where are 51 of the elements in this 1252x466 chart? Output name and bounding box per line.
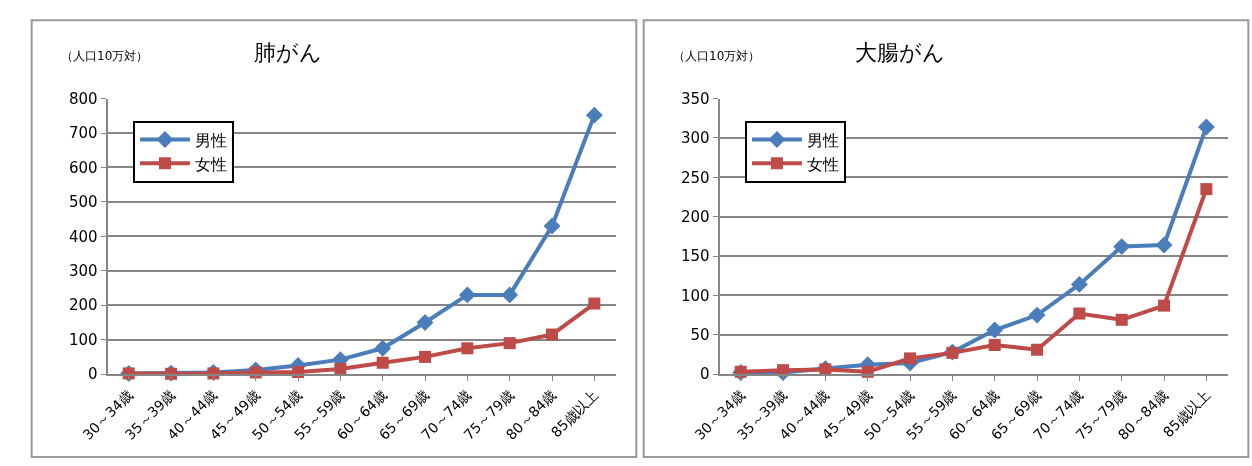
- point: [374, 339, 392, 357]
- point: [376, 356, 389, 369]
- point: [1158, 299, 1171, 312]
- point: [543, 217, 561, 235]
- y-tick-label: 150: [680, 247, 710, 266]
- point: [1028, 306, 1046, 324]
- point: [1073, 307, 1086, 320]
- point: [1113, 238, 1131, 256]
- y-tick-label: 600: [68, 158, 98, 177]
- y-tick-label: 500: [68, 193, 98, 212]
- point: [986, 321, 1004, 339]
- point: [503, 337, 516, 350]
- point: [501, 286, 519, 304]
- point: [904, 352, 917, 365]
- point: [1197, 118, 1215, 136]
- y-tick-label: 0: [700, 365, 710, 384]
- point: [1200, 183, 1213, 196]
- point: [1070, 275, 1088, 293]
- point: [585, 106, 603, 124]
- y-tick-label: 100: [68, 330, 98, 349]
- chart-title: 肺がん: [254, 40, 322, 65]
- point: [988, 338, 1001, 351]
- legend-label: 女性: [194, 154, 227, 174]
- legend-label: 男性: [194, 130, 227, 150]
- y-tick-label: 200: [68, 296, 98, 315]
- point: [1155, 236, 1173, 254]
- y-axis-title: （人口10万対）: [673, 49, 761, 63]
- y-tick-label: 50: [690, 326, 710, 345]
- legend-label: 男性: [806, 130, 839, 150]
- y-tick-label: 350: [680, 89, 710, 108]
- legend-label: 女性: [806, 154, 839, 174]
- chart-title: 大腸がん: [855, 40, 945, 65]
- point: [334, 362, 347, 375]
- point: [458, 286, 476, 304]
- y-tick-label: 200: [680, 207, 710, 226]
- y-tick-label: 800: [68, 89, 98, 108]
- point: [1115, 313, 1128, 326]
- point: [419, 350, 432, 363]
- y-tick-label: 0: [88, 365, 98, 384]
- y-tick-label: 300: [680, 129, 710, 148]
- point: [416, 314, 434, 331]
- y-tick-label: 700: [68, 124, 98, 143]
- y-tick-label: 100: [680, 286, 710, 305]
- point: [461, 342, 474, 355]
- y-tick-label: 250: [680, 168, 710, 187]
- point: [588, 297, 601, 310]
- y-tick-label: 400: [68, 227, 98, 246]
- point: [1031, 343, 1044, 356]
- y-axis-title: （人口10万対）: [61, 49, 149, 63]
- point: [546, 328, 559, 341]
- y-tick-label: 300: [68, 262, 98, 281]
